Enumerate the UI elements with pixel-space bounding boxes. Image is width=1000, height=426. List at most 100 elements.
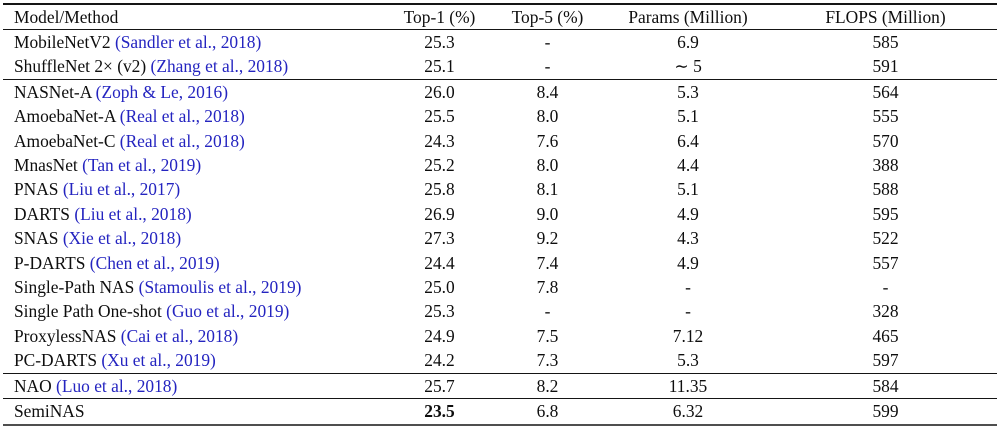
- top1-cell: 23.5: [386, 398, 493, 425]
- params-cell: ∼ 5: [674, 56, 702, 77]
- flops-cell: 465: [872, 325, 899, 346]
- model-name: MobileNetV2: [14, 32, 111, 52]
- model-name: Single Path One-shot: [14, 301, 162, 322]
- citation-link[interactable]: (Luo et al., 2018): [56, 375, 178, 396]
- model-name: PNAS: [14, 179, 59, 200]
- model-cell: ProxylessNAS (Cai et al., 2018): [3, 324, 386, 348]
- flops-cell: 597: [872, 350, 899, 371]
- flops-cell: 570: [872, 130, 899, 151]
- top5-cell: 7.6: [536, 130, 559, 151]
- params-cell: 4.3: [677, 228, 699, 249]
- model-name: ShuffleNet 2× (v2): [14, 56, 147, 77]
- model-cell: DARTS (Liu et al., 2018): [3, 202, 386, 226]
- citation-link[interactable]: (Sandler et al., 2018): [114, 32, 262, 52]
- table-row: PNAS (Liu et al., 2017) 25.8 8.1 5.1 588: [3, 177, 997, 201]
- flops-cell: 588: [872, 179, 899, 200]
- params-cell: 6.4: [677, 130, 699, 151]
- params-cell: 4.9: [677, 203, 699, 224]
- flops-cell: 555: [872, 106, 899, 127]
- top5-cell: 8.0: [536, 155, 559, 176]
- table-row: Single-Path NAS (Stamoulis et al., 2019)…: [3, 275, 997, 299]
- model-name: MnasNet: [14, 155, 78, 176]
- model-cell: MobileNetV2 (Sandler et al., 2018): [3, 30, 386, 55]
- top1-cell: 25.1: [424, 56, 455, 77]
- citation-link[interactable]: (Guo et al., 2019): [166, 301, 290, 322]
- top5-cell: -: [544, 32, 551, 52]
- top1-cell: 24.2: [424, 350, 455, 371]
- flops-cell: 585: [872, 32, 899, 52]
- params-cell: 4.9: [677, 252, 699, 273]
- citation-link[interactable]: (Zhang et al., 2018): [150, 56, 289, 77]
- top1-cell: 25.3: [424, 32, 455, 52]
- model-cell: Single-Path NAS (Stamoulis et al., 2019): [3, 275, 386, 299]
- table-row: MnasNet (Tan et al., 2019) 25.2 8.0 4.4 388: [3, 153, 997, 177]
- model-cell: PC-DARTS (Xu et al., 2019): [3, 348, 386, 373]
- flops-cell: 557: [872, 252, 899, 273]
- table-row: PC-DARTS (Xu et al., 2019) 24.2 7.3 5.3 597: [3, 348, 997, 373]
- model-name: Single-Path NAS: [14, 277, 135, 298]
- citation-link[interactable]: (Liu et al., 2017): [62, 179, 181, 200]
- citation-link[interactable]: (Tan et al., 2019): [82, 155, 202, 176]
- model-cell: NASNet-A (Zoph & Le, 2016): [3, 78, 386, 105]
- model-cell: ShuffleNet 2× (v2) (Zhang et al., 2018): [3, 54, 386, 79]
- params-cell: 5.1: [677, 179, 699, 200]
- column-header-model: Model/Method: [3, 4, 386, 30]
- model-name: PC-DARTS: [14, 350, 98, 371]
- citation-link[interactable]: (Cai et al., 2018): [120, 325, 239, 346]
- citation-link[interactable]: (Real et al., 2018): [119, 106, 245, 127]
- model-name: SemiNAS: [14, 401, 85, 422]
- table-row: SNAS (Xie et al., 2018) 27.3 9.2 4.3 522: [3, 226, 997, 250]
- flops-cell: -: [882, 277, 889, 298]
- citation-link[interactable]: (Real et al., 2018): [119, 130, 245, 151]
- top5-cell: -: [544, 56, 551, 77]
- model-cell: MnasNet (Tan et al., 2019): [3, 153, 386, 177]
- model-cell: SemiNAS: [3, 398, 386, 425]
- table-row: NASNet-A (Zoph & Le, 2016) 26.0 8.4 5.3 564: [3, 78, 997, 105]
- model-name: P-DARTS: [14, 252, 86, 273]
- model-cell: AmoebaNet-A (Real et al., 2018): [3, 104, 386, 128]
- results-table: Model/Method Top-1 (%) Top-5 (%) Params …: [3, 3, 997, 426]
- top1-cell: 26.9: [424, 203, 455, 224]
- table-body: MobileNetV2 (Sandler et al., 2018) 25.3 - 6…: [3, 30, 997, 425]
- table-row: SemiNAS 23.5 6.8 6.32 599: [3, 398, 997, 425]
- table-row: ShuffleNet 2× (v2) (Zhang et al., 2018) 2…: [3, 54, 997, 79]
- params-cell: 6.9: [677, 32, 699, 52]
- citation-link[interactable]: (Liu et al., 2018): [74, 203, 192, 224]
- top1-cell: 24.4: [424, 252, 455, 273]
- model-cell: AmoebaNet-C (Real et al., 2018): [3, 129, 386, 153]
- citation-link[interactable]: (Chen et al., 2019): [89, 252, 220, 273]
- model-cell: SNAS (Xie et al., 2018): [3, 226, 386, 250]
- citation-link[interactable]: (Stamoulis et al., 2019): [138, 277, 302, 298]
- flops-cell: 591: [872, 56, 899, 77]
- model-cell: Single Path One-shot (Guo et al., 2019): [3, 299, 386, 323]
- params-cell: -: [685, 277, 691, 298]
- top5-cell: 8.2: [493, 372, 602, 399]
- top1-cell: 25.2: [424, 155, 455, 176]
- top1-cell: 25.8: [424, 179, 455, 200]
- citation-link[interactable]: (Xu et al., 2019): [101, 350, 216, 371]
- model-cell: NAO (Luo et al., 2018): [3, 372, 386, 399]
- table-row: AmoebaNet-A (Real et al., 2018) 25.5 8.0 5.…: [3, 104, 997, 128]
- flops-cell: 599: [774, 398, 997, 425]
- flops-cell: 564: [774, 78, 997, 105]
- top1-cell: 25.0: [424, 277, 455, 298]
- model-name: NASNet-A: [14, 81, 92, 102]
- citation-link[interactable]: (Xie et al., 2018): [62, 228, 182, 249]
- params-cell: -: [685, 301, 691, 322]
- flops-cell: 388: [872, 155, 899, 176]
- top5-cell: 8.1: [536, 179, 559, 200]
- params-cell: 7.12: [672, 325, 704, 346]
- column-header-top5: Top-5 (%): [493, 4, 602, 30]
- top5-cell: 7.3: [536, 350, 559, 371]
- column-header-params: Params (Million): [602, 4, 774, 30]
- column-header-top1: Top-1 (%): [386, 4, 493, 30]
- model-name: NAO: [14, 375, 52, 396]
- top1-cell: 26.0: [386, 78, 493, 105]
- top5-cell: 7.8: [536, 277, 559, 298]
- top5-cell: 7.4: [536, 252, 559, 273]
- citation-link[interactable]: (Zoph & Le, 2016): [95, 81, 228, 102]
- top5-cell: 8.4: [493, 78, 602, 105]
- top5-cell: 9.2: [536, 228, 559, 249]
- model-cell: PNAS (Liu et al., 2017): [3, 177, 386, 201]
- top1-cell: 25.7: [386, 372, 493, 399]
